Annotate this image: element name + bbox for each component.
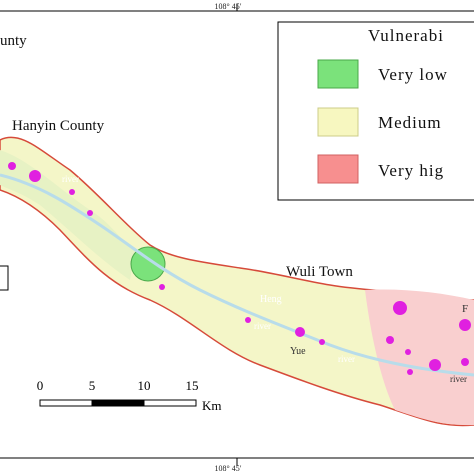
settlement (295, 327, 305, 337)
settlement (87, 210, 93, 216)
river-line (0, 173, 474, 377)
settlement (245, 317, 251, 323)
settlement (461, 358, 469, 366)
place-label: Yue (290, 346, 306, 357)
legend-swatch (317, 59, 359, 89)
scale-label: 15 (186, 378, 199, 393)
river-label: river (450, 374, 467, 384)
settlement (405, 349, 411, 355)
high-zone (365, 289, 474, 426)
settlement (393, 301, 407, 315)
settlement (319, 339, 325, 345)
place-label: Heng (260, 294, 282, 305)
settlements (8, 162, 471, 375)
legend-label: Medium (378, 113, 442, 132)
place-label: Wuli Town (286, 264, 353, 280)
scale-segment (39, 399, 93, 407)
coordinate-label: 108° 45′ (215, 2, 242, 11)
legend-label: Very hig (378, 161, 444, 180)
place-label: F (462, 303, 468, 315)
settlement (69, 189, 75, 195)
scale-label: 0 (37, 378, 44, 393)
river-label: river (254, 321, 271, 331)
scale-unit: Km (202, 398, 222, 413)
settlement (29, 170, 41, 182)
coordinate-label: 108° 45′ (215, 464, 242, 473)
settlement (459, 319, 471, 331)
legend-swatch (317, 107, 359, 137)
scale-segment (143, 399, 197, 407)
scale-segment (91, 399, 145, 407)
inset-box (0, 265, 9, 291)
settlement (159, 284, 165, 290)
place-label: unty (0, 33, 27, 49)
legend-box (277, 21, 474, 201)
legend-label: Very low (378, 65, 448, 84)
settlement (407, 369, 413, 375)
place-label: Hanyin County (12, 118, 105, 134)
legend-title: Vulnerabi (368, 26, 444, 45)
settlement (8, 162, 16, 170)
river-label: river (338, 354, 355, 364)
settlement (386, 336, 394, 344)
scale-label: 5 (89, 378, 96, 393)
scale-label: 10 (138, 378, 151, 393)
low-medium-zone (0, 150, 135, 280)
river-label: river (62, 174, 79, 184)
legend-swatch (317, 154, 359, 184)
settlement (429, 359, 441, 371)
very-low-zone (130, 246, 166, 282)
